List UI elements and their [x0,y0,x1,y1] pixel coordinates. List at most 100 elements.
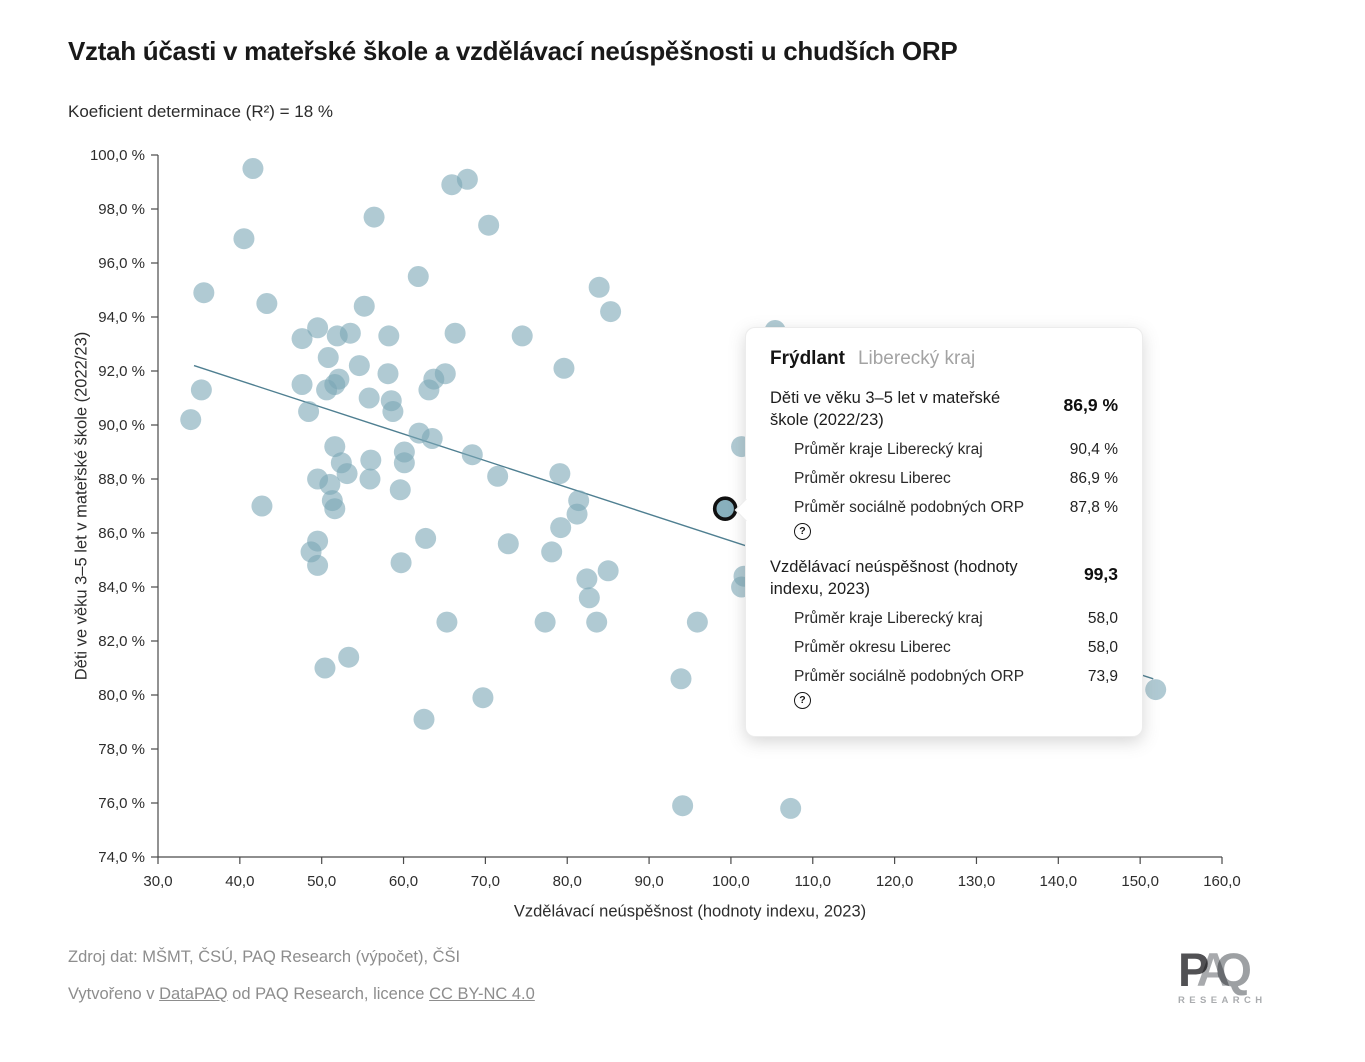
logo-letter-a: A [1196,943,1231,996]
tooltip-header: Frýdlant Liberecký kraj [770,348,1118,370]
datapaq-link[interactable]: DataPAQ [159,985,228,1003]
data-point[interactable] [242,158,264,179]
data-point[interactable] [550,517,572,539]
x-axis-tick-label: 80,0 [553,873,582,890]
y-axis-tick-label: 88,0 % [98,471,145,488]
data-point[interactable] [348,355,370,377]
x-axis-tick-label: 90,0 [634,873,663,890]
data-point[interactable] [686,611,708,633]
data-point[interactable] [314,657,336,679]
data-point[interactable] [328,368,350,390]
data-point[interactable] [389,479,411,501]
attribution-note: Vytvořeno v DataPAQ od PAQ Research, lic… [68,985,535,1004]
data-point[interactable] [511,325,533,347]
data-point[interactable] [588,276,610,298]
data-point[interactable] [541,541,563,563]
data-point[interactable] [190,379,212,401]
data-point-highlighted[interactable] [712,496,738,522]
data-point[interactable] [377,363,399,385]
logo-research-text: RESEARCH [1178,995,1267,1006]
attribution-text: Vytvořeno v [68,985,160,1003]
x-axis-tick-label: 150,0 [1121,873,1159,890]
x-axis-tick-label: 30,0 [143,873,172,890]
data-point[interactable] [436,611,458,633]
tooltip-section-failure-index: Vzdělávací neúspěšnost (hodnoty indexu, … [770,557,1118,710]
data-point[interactable] [256,293,278,314]
data-point[interactable] [360,449,382,471]
data-point[interactable] [597,560,619,582]
data-point[interactable] [421,428,443,449]
y-axis-tick-label: 76,0 % [98,795,145,812]
data-point[interactable] [193,282,215,304]
data-point[interactable] [319,473,341,495]
data-point[interactable] [353,295,375,317]
data-point[interactable] [472,687,494,709]
x-axis-tick-label: 100,0 [712,873,750,890]
data-point[interactable] [378,325,400,347]
data-point[interactable] [336,463,358,485]
tooltip-row-district-avg: Průměr okresu Liberec 58,0 [770,638,1118,659]
data-point[interactable] [390,552,412,574]
data-point[interactable] [358,387,380,409]
data-point[interactable] [363,206,385,228]
data-point[interactable] [415,527,437,549]
data-point[interactable] [291,374,313,395]
data-point[interactable] [298,401,320,422]
data-point[interactable] [487,465,509,487]
data-point[interactable] [324,436,346,458]
data-point[interactable] [407,266,429,287]
data-point[interactable] [549,463,571,485]
data-point[interactable] [478,214,500,236]
chart-subtitle-r-squared: Koeficient determinace (R²) = 18 % [68,102,334,121]
data-point[interactable] [576,568,598,590]
data-point[interactable] [670,668,692,690]
data-point[interactable] [180,409,202,431]
y-axis-tick-label: 96,0 % [98,255,145,272]
data-point[interactable] [566,503,588,525]
data-point[interactable] [413,708,435,730]
data-point[interactable] [393,452,415,474]
data-point[interactable] [600,301,622,323]
data-point[interactable] [672,795,694,817]
tooltip-row-label: Průměr okresu Liberec [794,469,951,487]
data-point[interactable] [461,444,483,466]
data-point[interactable] [1145,679,1167,701]
data-point[interactable] [780,797,802,819]
data-point[interactable] [359,468,381,490]
data-point[interactable] [233,228,255,250]
data-point[interactable] [382,401,404,422]
tooltip-metric-label: Vzdělávací neúspěšnost (hodnoty indexu, … [770,557,1018,598]
data-point[interactable] [534,611,556,633]
data-point[interactable] [317,347,339,368]
data-point[interactable] [444,322,466,344]
data-point[interactable] [251,495,273,517]
x-axis-tick-label: 120,0 [876,873,914,890]
data-point[interactable] [497,533,519,555]
y-axis-tick-label: 78,0 % [98,741,145,758]
data-point[interactable] [578,587,600,609]
info-question-icon[interactable]: ? [794,522,811,540]
data-point[interactable] [339,322,361,344]
tooltip-row-label-text: Průměr sociálně podobných ORP [794,667,1025,685]
y-axis-tick-label: 98,0 % [98,201,145,218]
data-point[interactable] [586,611,608,633]
tooltip-municipality-name: Frýdlant [770,348,845,369]
license-link[interactable]: CC BY-NC 4.0 [429,985,535,1003]
data-point[interactable] [291,328,313,350]
data-point[interactable] [418,379,440,401]
info-question-icon[interactable]: ? [794,691,811,709]
data-point[interactable] [338,646,360,668]
x-axis-tick-label: 70,0 [471,873,500,890]
tooltip-row-value: 90,4 % [1069,440,1118,458]
data-point[interactable] [307,554,329,576]
data-point[interactable] [324,498,346,520]
data-point[interactable] [307,317,329,339]
tooltip-row-label: Průměr sociálně podobných ORP ? [794,667,1044,710]
tooltip-metric-value: 99,3 [1083,563,1118,584]
tooltip-row-value: 58,0 [1087,609,1118,627]
data-point[interactable] [553,357,575,379]
data-point[interactable] [456,168,478,190]
data-point[interactable] [434,363,456,385]
x-axis-tick-label: 40,0 [225,873,254,890]
